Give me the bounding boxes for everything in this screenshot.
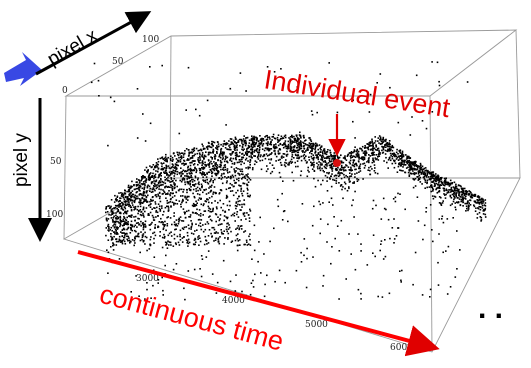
time-tick: 5000 xyxy=(305,320,328,330)
pixel-x-tick: 0 xyxy=(62,86,68,96)
time-tick: 6000 xyxy=(390,343,413,353)
pixel-x-tick: 50 xyxy=(112,57,124,67)
time-tick: 4000 xyxy=(222,296,245,306)
pixel-x-axis-arrow xyxy=(35,11,152,76)
individual-event-marker xyxy=(333,159,341,167)
time-ticks: 3000 4000 5000 6000 xyxy=(136,274,413,353)
pixel-x-label: pixel x xyxy=(44,25,102,70)
time-label: continuous time xyxy=(96,279,286,357)
pixel-y-tick: 50 xyxy=(50,157,62,167)
time-axis-arrow xyxy=(77,250,440,357)
time-tick: 3000 xyxy=(136,274,159,284)
event-points xyxy=(90,61,487,302)
blue-pointer-arrow xyxy=(4,52,42,86)
pixel-y-label: pixel y xyxy=(11,133,32,187)
pixel-y-ticks: 50 100 xyxy=(46,157,63,220)
continuation-dots: . . xyxy=(478,292,503,325)
pixel-x-tick: 100 xyxy=(142,35,159,45)
individual-event-label: Individual event xyxy=(262,64,453,123)
pixel-y-tick: 100 xyxy=(46,210,63,220)
pixel-x-ticks: 0 50 100 xyxy=(62,35,159,96)
